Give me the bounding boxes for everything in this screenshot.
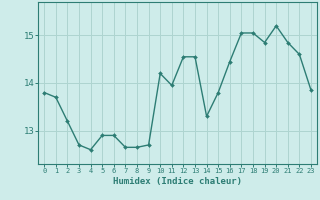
X-axis label: Humidex (Indice chaleur): Humidex (Indice chaleur) (113, 177, 242, 186)
